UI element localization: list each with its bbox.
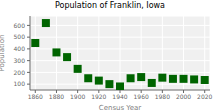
svg-text:1860: 1860 — [28, 93, 43, 100]
svg-text:600: 600 — [14, 22, 26, 29]
svg-text:400: 400 — [14, 45, 26, 52]
svg-text:1920: 1920 — [91, 93, 106, 100]
svg-text:100: 100 — [14, 80, 26, 87]
svg-text:1960: 1960 — [134, 93, 149, 100]
svg-text:300: 300 — [14, 57, 26, 64]
svg-text:500: 500 — [14, 33, 26, 40]
svg-text:1940: 1940 — [112, 93, 127, 100]
svg-text:2000: 2000 — [176, 93, 191, 100]
svg-text:1880: 1880 — [49, 93, 64, 100]
svg-text:2020: 2020 — [197, 93, 212, 100]
html-text:Population of Franklin, Iowa: Population of Franklin, Iowa — [55, 1, 165, 10]
svg-text:200: 200 — [14, 69, 26, 76]
svg-text:1980: 1980 — [155, 93, 170, 100]
svg-text:1900: 1900 — [70, 93, 85, 100]
svg-text:Census Year: Census Year — [99, 104, 142, 110]
